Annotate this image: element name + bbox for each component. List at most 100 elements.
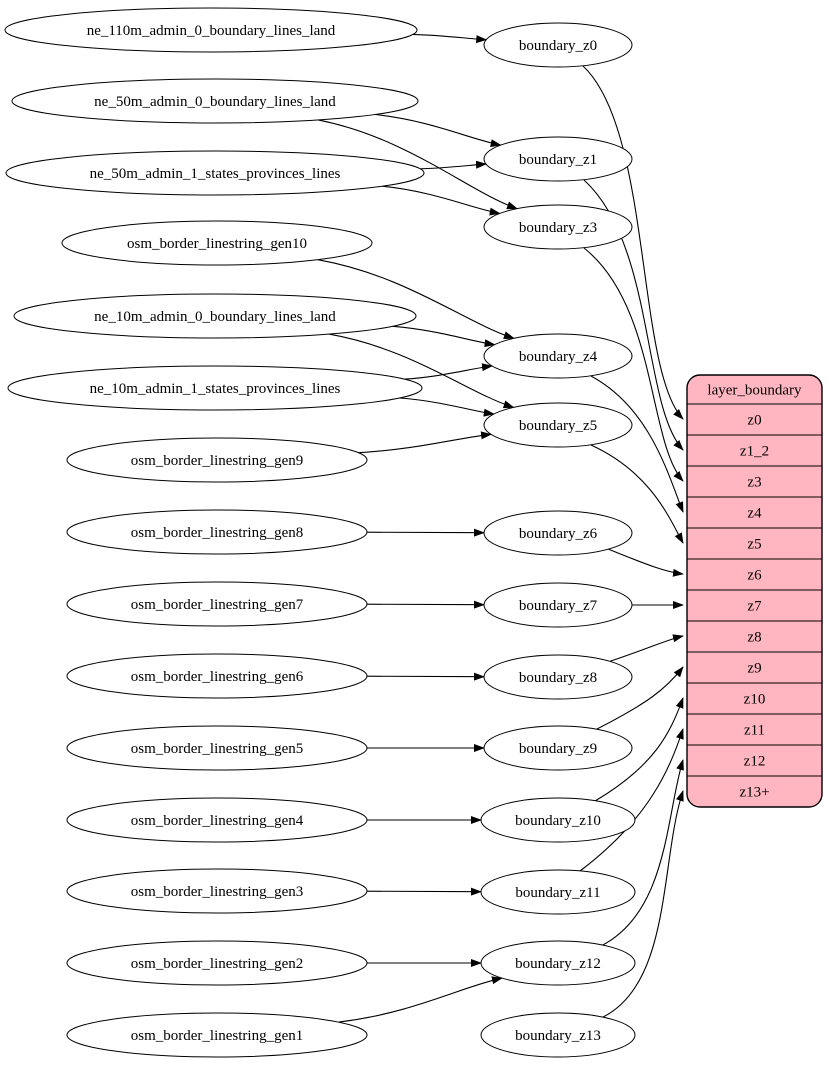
edge-boundary_z10-to-z10	[594, 697, 684, 802]
source-label: ne_10m_admin_1_states_provinces_lines	[90, 381, 341, 397]
source-label: osm_border_linestring_gen7	[131, 597, 304, 613]
source-label: osm_border_linestring_gen4	[131, 813, 304, 829]
source-label: osm_border_linestring_gen2	[131, 956, 303, 972]
source-node-osm_border_linestring_gen2: osm_border_linestring_gen2	[66, 940, 368, 986]
edge-ne_10m_admin_0_boundary_lines_land-to-boundary_z5	[328, 333, 515, 409]
source-label: ne_10m_admin_0_boundary_lines_land	[94, 309, 336, 325]
stage-ellipse	[483, 510, 633, 556]
source-label: osm_border_linestring_gen9	[131, 453, 303, 469]
edge-ne_10m_admin_1_states_provinces_lines-to-boundary_z5	[399, 397, 495, 417]
table-row-z1_2: z1_2	[740, 444, 769, 460]
source-label: ne_50m_admin_1_states_provinces_lines	[90, 166, 341, 182]
table-row-z12: z12	[744, 754, 766, 770]
edge-boundary_z6-to-z6	[607, 548, 684, 577]
edge-boundary_z4-to-z4	[590, 375, 684, 513]
stage-label: boundary_z10	[515, 813, 601, 829]
edge-osm_border_linestring_gen7-to-boundary_z7	[366, 600, 485, 609]
stage-label: boundary_z7	[519, 598, 598, 614]
table-row-z11: z11	[744, 723, 765, 739]
source-node-osm_border_linestring_gen1: osm_border_linestring_gen1	[66, 1012, 368, 1058]
stage-label: boundary_z3	[519, 220, 597, 236]
edge-osm_border_linestring_gen10-to-boundary_z4	[317, 259, 515, 340]
source-label: osm_border_linestring_gen3	[131, 884, 303, 900]
source-ellipse	[66, 437, 368, 483]
source-label: osm_border_linestring_gen5	[131, 741, 303, 757]
source-node-osm_border_linestring_gen7: osm_border_linestring_gen7	[66, 581, 368, 627]
stage-label: boundary_z9	[519, 741, 597, 757]
stage-label: boundary_z0	[519, 38, 597, 54]
stage-label: boundary_z8	[519, 670, 597, 686]
stage-label: boundary_z4	[519, 349, 598, 365]
source-node-osm_border_linestring_gen5: osm_border_linestring_gen5	[66, 725, 368, 771]
source-label: ne_110m_admin_0_boundary_lines_land	[87, 23, 336, 39]
stage-node-boundary_z6: boundary_z6	[483, 510, 633, 556]
source-node-ne_10m_admin_1_states_provinces_lines: ne_10m_admin_1_states_provinces_lines	[7, 365, 423, 411]
stage-ellipse	[483, 582, 633, 628]
stage-node-boundary_z7: boundary_z7	[483, 582, 633, 628]
edge-boundary_z9-to-z9	[594, 666, 684, 731]
source-ellipse	[13, 293, 417, 339]
table-row-z3: z3	[747, 475, 761, 491]
source-label: osm_border_linestring_gen10	[127, 236, 307, 252]
table-row-z13+: z13+	[739, 785, 769, 801]
edge-ne_110m_admin_0_boundary_lines_land-to-boundary_z0	[412, 33, 488, 44]
stage-node-boundary_z1: boundary_z1	[483, 136, 633, 182]
source-label: osm_border_linestring_gen6	[131, 669, 304, 685]
stage-node-boundary_z4: boundary_z4	[483, 333, 633, 379]
source-node-osm_border_linestring_gen10: osm_border_linestring_gen10	[61, 220, 373, 266]
source-ellipse	[11, 78, 419, 124]
source-ellipse	[66, 509, 368, 555]
stage-label: boundary_z11	[515, 885, 600, 901]
stage-node-boundary_z9: boundary_z9	[483, 725, 633, 771]
edge-osm_border_linestring_gen6-to-boundary_z8	[366, 672, 485, 681]
stage-ellipse	[483, 725, 633, 771]
stage-ellipse	[480, 1012, 636, 1058]
edge-boundary_z0-to-z0	[582, 65, 684, 420]
stage-node-boundary_z0: boundary_z0	[483, 22, 633, 68]
stage-label: boundary_z5	[519, 418, 597, 434]
edge-boundary_z8-to-z8	[607, 634, 684, 663]
source-ellipse	[66, 581, 368, 627]
source-node-osm_border_linestring_gen3: osm_border_linestring_gen3	[66, 868, 368, 914]
source-node-osm_border_linestring_gen6: osm_border_linestring_gen6	[66, 653, 368, 699]
stage-node-boundary_z11: boundary_z11	[480, 869, 636, 915]
nodes-layer: ne_110m_admin_0_boundary_lines_land ne_50…	[4, 7, 636, 1058]
stage-node-boundary_z8: boundary_z8	[483, 654, 633, 700]
table-row-z4: z4	[747, 506, 762, 522]
edge-ne_10m_admin_1_states_provinces_lines-to-boundary_z4	[404, 363, 493, 380]
source-ellipse	[5, 150, 425, 196]
edge-ne_50m_admin_1_states_provinces_lines-to-boundary_z3	[382, 185, 501, 216]
source-ellipse	[66, 940, 368, 986]
edge-ne_50m_admin_1_states_provinces_lines-to-boundary_z1	[420, 160, 487, 170]
source-ellipse	[66, 653, 368, 699]
table-layer: layer_boundary z0 z1_2 z3 z4 z5 z6 z7 z8 z9 z10 z11…	[686, 374, 823, 808]
stage-ellipse	[483, 204, 633, 250]
source-label: osm_border_linestring_gen1	[131, 1028, 303, 1044]
source-node-osm_border_linestring_gen8: osm_border_linestring_gen8	[66, 509, 368, 555]
source-ellipse	[61, 220, 373, 266]
table-row-z7: z7	[747, 599, 762, 615]
stage-ellipse	[483, 22, 633, 68]
source-ellipse	[66, 868, 368, 914]
source-node-osm_border_linestring_gen9: osm_border_linestring_gen9	[66, 437, 368, 483]
edge-boundary_z1-to-z1_2	[583, 179, 684, 451]
stage-label: boundary_z1	[519, 152, 597, 168]
edge-osm_border_linestring_gen3-to-boundary_z11	[366, 887, 482, 896]
stage-node-boundary_z12: boundary_z12	[480, 940, 636, 986]
edge-boundary_z3-to-z3	[583, 247, 684, 482]
source-ellipse	[7, 365, 423, 411]
stage-ellipse	[480, 940, 636, 986]
edge-ne_10m_admin_0_boundary_lines_land-to-boundary_z4	[392, 325, 496, 348]
edge-osm_border_linestring_gen9-to-boundary_z5	[358, 431, 492, 454]
edges-layer	[317, 33, 684, 1023]
source-node-ne_110m_admin_0_boundary_lines_land: ne_110m_admin_0_boundary_lines_land	[4, 7, 418, 53]
stage-label: boundary_z12	[515, 956, 601, 972]
stage-node-boundary_z10: boundary_z10	[480, 797, 636, 843]
source-ellipse	[66, 1012, 368, 1058]
edge-boundary_z5-to-z5	[590, 444, 684, 544]
table-row-z0: z0	[747, 413, 761, 429]
stage-ellipse	[483, 136, 633, 182]
source-ellipse	[66, 725, 368, 771]
